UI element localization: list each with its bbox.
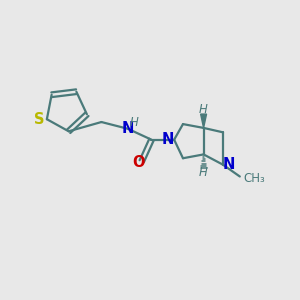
Polygon shape	[201, 114, 206, 128]
Text: S: S	[34, 112, 45, 127]
Text: H: H	[199, 103, 208, 116]
Text: N: N	[161, 132, 174, 147]
Text: H: H	[130, 116, 139, 129]
Text: H: H	[199, 166, 208, 179]
Text: N: N	[121, 121, 134, 136]
Text: O: O	[132, 155, 145, 170]
Text: CH₃: CH₃	[243, 172, 265, 185]
Text: N: N	[223, 157, 235, 172]
